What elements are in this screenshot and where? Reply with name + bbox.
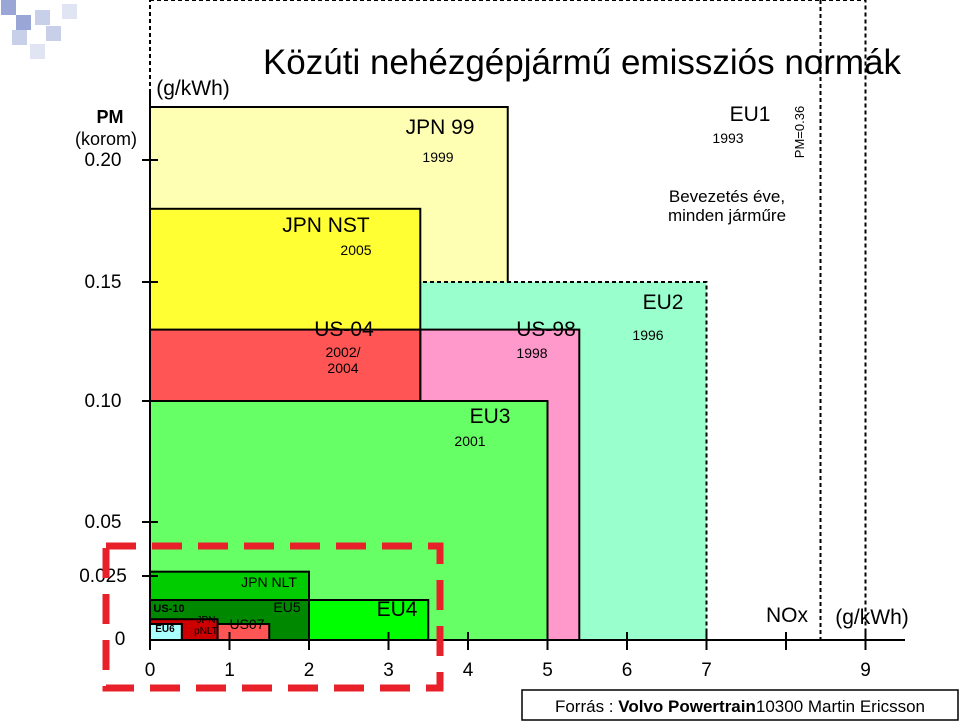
standard-labels: EU1 1993 JPN 99 1999 EU2 1996 JPN NST 2005 US-98…	[153, 103, 770, 637]
x-tick-label: 7	[701, 660, 712, 681]
y-axis-unit: (g/kWh)	[156, 77, 230, 100]
label-jpn-nlt: JPN NLT	[241, 574, 297, 590]
label-eu1: EU1	[730, 103, 771, 126]
corner-decoration	[1, 0, 77, 59]
x-tick-label: 4	[463, 660, 474, 681]
label-eu3: EU3	[470, 405, 511, 428]
label-eu2: EU2	[643, 291, 684, 314]
label-jpn-pnlt: JPN pNLT	[194, 615, 218, 637]
source-box	[521, 689, 959, 721]
y-axis-name: PM	[97, 107, 124, 127]
year-us-04: 2002/2004	[325, 344, 360, 376]
year-eu2: 1996	[632, 327, 663, 343]
year-us-98: 1998	[516, 345, 547, 361]
y-tick-label: 0.10	[85, 391, 122, 412]
x-tick-label: 5	[542, 660, 553, 681]
y-tick-label: 0.05	[85, 512, 122, 533]
y-axis-name: (korom)	[75, 129, 137, 149]
x-axis-unit: (g/kWh)	[835, 606, 909, 629]
year-jpn-nst: 2005	[340, 242, 371, 258]
axes: 0 1 2 3 4 5 6 7 900.0250.050.100.150.20PM(korom)…	[75, 77, 909, 681]
label-jpn-nst: JPN NST	[282, 214, 370, 237]
annotations: Bevezetés éve, minden járműre PM=0.36 Forrá…	[521, 106, 959, 721]
standard-areas	[149, 0, 867, 642]
year-jpn-99: 1999	[422, 149, 453, 165]
y-tick-label: 0.15	[85, 272, 122, 293]
x-tick-label: 3	[383, 660, 394, 681]
year-eu3: 2001	[454, 433, 485, 449]
label-us-04: US-04	[314, 318, 374, 341]
label-jpn-99: JPN 99	[406, 116, 475, 139]
source-text: Forrás : Volvo Powertrain10300 Martin Er…	[555, 697, 925, 716]
label-us07: US07	[229, 616, 264, 632]
x-tick-label: 6	[622, 660, 633, 681]
year-eu1: 1993	[712, 130, 743, 146]
x-tick-label: 1	[224, 660, 235, 681]
pm-limit-label: PM=0.36	[792, 106, 807, 158]
label-eu5: EU5	[273, 599, 300, 615]
dashed-highlight	[102, 542, 444, 692]
label-us-98: US-98	[516, 318, 576, 341]
highlight-frame	[102, 542, 444, 692]
label-eu4: EU4	[377, 598, 418, 621]
chart-title: Közúti nehézgépjármű emissziós normák	[263, 43, 902, 82]
y-tick-label: 0	[115, 629, 126, 650]
x-tick-label: 0	[145, 660, 156, 681]
label-us-10: US-10	[153, 603, 184, 615]
x-tick-label: 9	[860, 660, 871, 681]
label-eu6: EU6	[155, 624, 175, 635]
y-tick-label: 0.20	[85, 150, 122, 171]
x-tick-label: 2	[304, 660, 315, 681]
intro-note: Bevezetés éve, minden járműre	[668, 187, 786, 225]
x-axis-name: NOx	[766, 604, 809, 627]
